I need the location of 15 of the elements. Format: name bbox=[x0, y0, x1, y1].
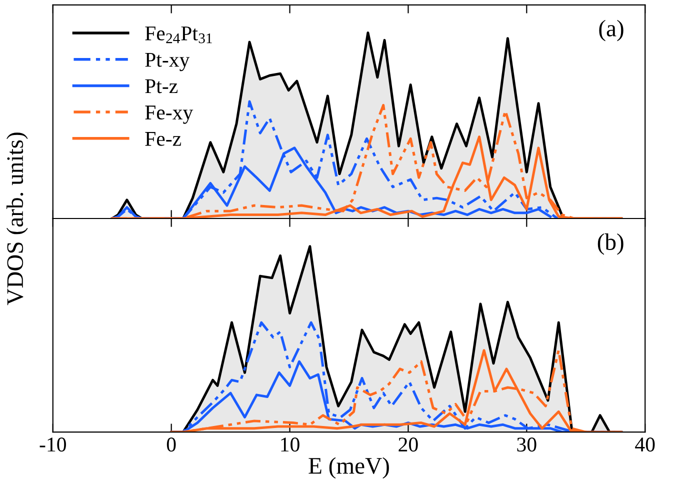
x-tick-label: 20 bbox=[398, 438, 418, 452]
x-tick-label: -10 bbox=[40, 438, 66, 452]
legend-label: Pt-xy bbox=[145, 52, 190, 72]
legend-label: Fe-z bbox=[145, 132, 182, 146]
annotation: (b) bbox=[598, 233, 624, 255]
legend-label: Fe$_{24}$Pt$_{31}$ bbox=[145, 26, 212, 44]
y-axis-title: VDOS (arb. units) bbox=[6, 132, 28, 306]
x-axis-title: E (meV) bbox=[308, 457, 389, 479]
x-tick-label: 0 bbox=[166, 438, 176, 452]
legend-label: Pt-z bbox=[145, 79, 178, 94]
x-tick-label: 40 bbox=[635, 438, 655, 452]
annotation: (a) bbox=[599, 20, 624, 42]
x-tick-label: 10 bbox=[281, 438, 300, 452]
x-tick-label: 30 bbox=[517, 438, 536, 452]
legend-label: Fe-xy bbox=[145, 106, 194, 124]
